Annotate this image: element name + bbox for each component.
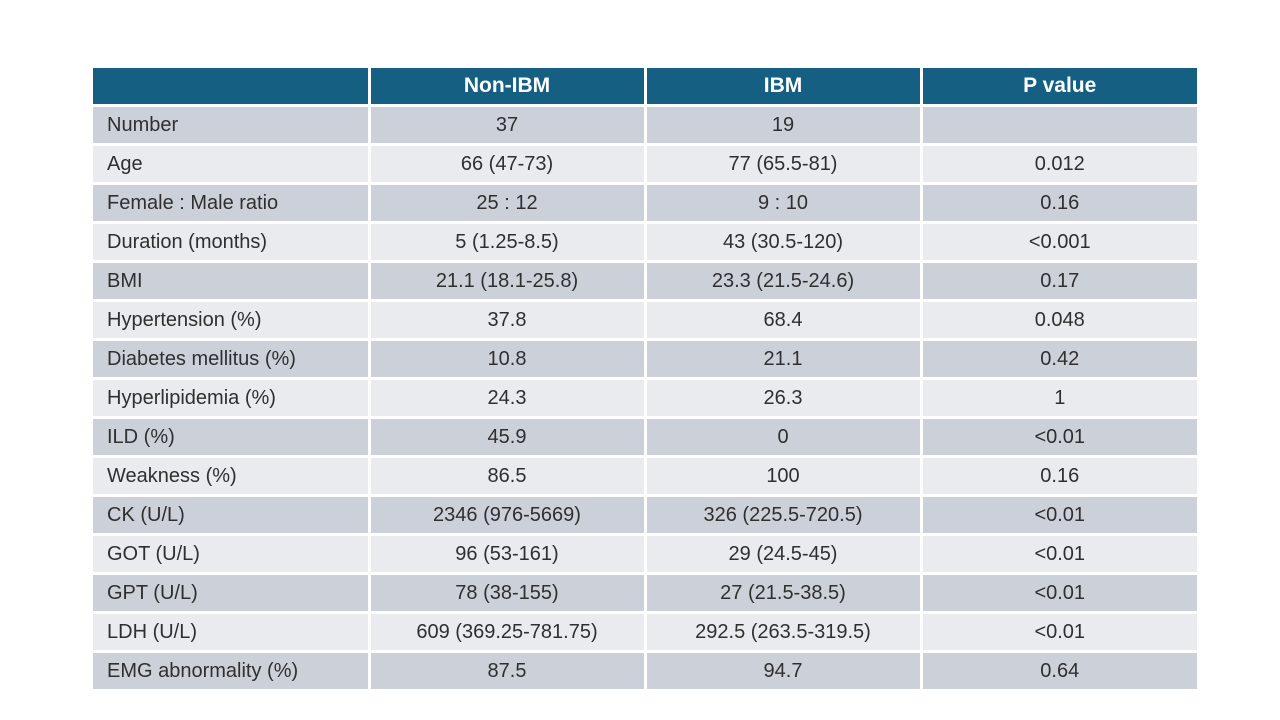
cell-ibm: 100 bbox=[645, 456, 923, 497]
row-label: Weakness (%) bbox=[93, 456, 371, 497]
row-label: LDH (U/L) bbox=[93, 612, 371, 653]
table-row: GOT (U/L) 96 (53-161) 29 (24.5-45) <0.01 bbox=[93, 534, 1197, 575]
row-label: Hyperlipidemia (%) bbox=[93, 378, 371, 419]
cell-ibm: 27 (21.5-38.5) bbox=[645, 573, 923, 614]
table-row: BMI 21.1 (18.1-25.8) 23.3 (21.5-24.6) 0.… bbox=[93, 261, 1197, 302]
cell-ibm: 43 (30.5-120) bbox=[645, 222, 923, 263]
cell-p-value: 0.42 bbox=[921, 339, 1197, 380]
table-row: Female : Male ratio 25 : 12 9 : 10 0.16 bbox=[93, 183, 1197, 224]
cell-p-value: 0.16 bbox=[921, 456, 1197, 497]
cell-non-ibm: 10.8 bbox=[369, 339, 647, 380]
cell-non-ibm: 87.5 bbox=[369, 651, 647, 689]
cell-ibm: 326 (225.5-720.5) bbox=[645, 495, 923, 536]
cell-non-ibm: 45.9 bbox=[369, 417, 647, 458]
row-label: Duration (months) bbox=[93, 222, 371, 263]
row-label: GOT (U/L) bbox=[93, 534, 371, 575]
table-row: LDH (U/L) 609 (369.25-781.75) 292.5 (263… bbox=[93, 612, 1197, 653]
column-header-non-ibm: Non-IBM bbox=[369, 68, 647, 107]
row-label: ILD (%) bbox=[93, 417, 371, 458]
cell-non-ibm: 5 (1.25-8.5) bbox=[369, 222, 647, 263]
cell-p-value: <0.001 bbox=[921, 222, 1197, 263]
cell-non-ibm: 78 (38-155) bbox=[369, 573, 647, 614]
cell-p-value: 0.16 bbox=[921, 183, 1197, 224]
row-label: GPT (U/L) bbox=[93, 573, 371, 614]
cell-non-ibm: 96 (53-161) bbox=[369, 534, 647, 575]
cell-ibm: 26.3 bbox=[645, 378, 923, 419]
cell-p-value: 0.048 bbox=[921, 300, 1197, 341]
row-label: Hypertension (%) bbox=[93, 300, 371, 341]
cell-p-value: <0.01 bbox=[921, 573, 1197, 614]
cell-ibm: 23.3 (21.5-24.6) bbox=[645, 261, 923, 302]
cell-non-ibm: 86.5 bbox=[369, 456, 647, 497]
cell-ibm: 292.5 (263.5-319.5) bbox=[645, 612, 923, 653]
table-row: Hypertension (%) 37.8 68.4 0.048 bbox=[93, 300, 1197, 341]
cell-p-value: 0.012 bbox=[921, 144, 1197, 185]
row-label: Number bbox=[93, 105, 371, 146]
cell-p-value: <0.01 bbox=[921, 417, 1197, 458]
cell-p-value: <0.01 bbox=[921, 612, 1197, 653]
cell-p-value: <0.01 bbox=[921, 534, 1197, 575]
cell-ibm: 19 bbox=[645, 105, 923, 146]
cell-ibm: 94.7 bbox=[645, 651, 923, 689]
cell-non-ibm: 37 bbox=[369, 105, 647, 146]
cell-p-value: <0.01 bbox=[921, 495, 1197, 536]
cell-non-ibm: 66 (47-73) bbox=[369, 144, 647, 185]
cell-p-value: 1 bbox=[921, 378, 1197, 419]
cell-non-ibm: 21.1 (18.1-25.8) bbox=[369, 261, 647, 302]
cell-ibm: 29 (24.5-45) bbox=[645, 534, 923, 575]
cell-non-ibm: 2346 (976-5669) bbox=[369, 495, 647, 536]
cell-non-ibm: 25 : 12 bbox=[369, 183, 647, 224]
table-row: Age 66 (47-73) 77 (65.5-81) 0.012 bbox=[93, 144, 1197, 185]
row-label: Female : Male ratio bbox=[93, 183, 371, 224]
comparison-table: Non-IBM IBM P value Number 37 19 Age 66 … bbox=[93, 68, 1197, 689]
table-row: ILD (%) 45.9 0 <0.01 bbox=[93, 417, 1197, 458]
row-label: EMG abnormality (%) bbox=[93, 651, 371, 689]
cell-non-ibm: 24.3 bbox=[369, 378, 647, 419]
table-body: Number 37 19 Age 66 (47-73) 77 (65.5-81)… bbox=[93, 105, 1197, 689]
cell-ibm: 77 (65.5-81) bbox=[645, 144, 923, 185]
cell-ibm: 21.1 bbox=[645, 339, 923, 380]
header-row: Non-IBM IBM P value bbox=[93, 68, 1197, 107]
table-row: CK (U/L) 2346 (976-5669) 326 (225.5-720.… bbox=[93, 495, 1197, 536]
column-header-ibm: IBM bbox=[645, 68, 923, 107]
table-row: Number 37 19 bbox=[93, 105, 1197, 146]
row-label: Age bbox=[93, 144, 371, 185]
table-row: EMG abnormality (%) 87.5 94.7 0.64 bbox=[93, 651, 1197, 689]
table-row: GPT (U/L) 78 (38-155) 27 (21.5-38.5) <0.… bbox=[93, 573, 1197, 614]
row-label: Diabetes mellitus (%) bbox=[93, 339, 371, 380]
table-row: Weakness (%) 86.5 100 0.16 bbox=[93, 456, 1197, 497]
column-header-p-value: P value bbox=[921, 68, 1197, 107]
row-label: BMI bbox=[93, 261, 371, 302]
cell-ibm: 68.4 bbox=[645, 300, 923, 341]
column-header-blank bbox=[93, 68, 371, 107]
table-row: Hyperlipidemia (%) 24.3 26.3 1 bbox=[93, 378, 1197, 419]
cell-non-ibm: 609 (369.25-781.75) bbox=[369, 612, 647, 653]
cell-non-ibm: 37.8 bbox=[369, 300, 647, 341]
cell-ibm: 9 : 10 bbox=[645, 183, 923, 224]
table-row: Diabetes mellitus (%) 10.8 21.1 0.42 bbox=[93, 339, 1197, 380]
table-row: Duration (months) 5 (1.25-8.5) 43 (30.5-… bbox=[93, 222, 1197, 263]
cell-p-value bbox=[921, 105, 1197, 146]
cell-p-value: 0.17 bbox=[921, 261, 1197, 302]
cell-p-value: 0.64 bbox=[921, 651, 1197, 689]
row-label: CK (U/L) bbox=[93, 495, 371, 536]
cell-ibm: 0 bbox=[645, 417, 923, 458]
